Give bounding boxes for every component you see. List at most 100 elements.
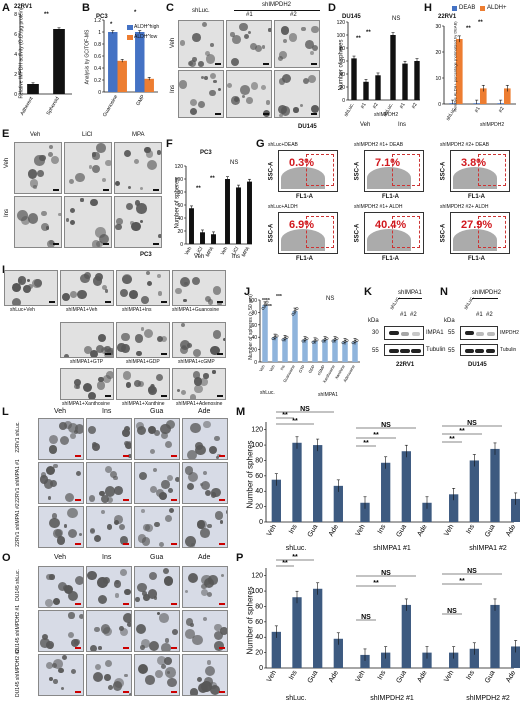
bar <box>312 340 318 362</box>
sphere <box>104 674 111 681</box>
sphere <box>139 219 143 224</box>
sphere <box>159 491 168 500</box>
sphere <box>191 634 203 646</box>
panel-o-col-label: Veh <box>54 554 67 561</box>
y-tick-label: 0 <box>180 242 183 248</box>
sphere <box>113 580 122 588</box>
sphere <box>41 222 50 231</box>
sig-mark: ** <box>282 560 288 567</box>
y-tick-label: 40 <box>251 335 257 341</box>
sphere <box>148 572 157 581</box>
sphere <box>39 475 49 484</box>
sphere <box>179 339 190 350</box>
scale-bar <box>123 455 129 457</box>
band <box>476 332 484 336</box>
sphere <box>200 588 209 597</box>
sphere <box>46 573 53 581</box>
data-point <box>293 309 297 313</box>
sphere <box>134 334 144 343</box>
panel-h-group-label: shIMPDH2 <box>480 122 505 128</box>
micrograph <box>38 610 84 652</box>
y-tick-label: 80 <box>339 46 345 52</box>
panel-a-sig: ** <box>44 12 49 18</box>
sphere <box>209 681 217 690</box>
bar <box>53 29 65 94</box>
sphere <box>58 667 64 674</box>
sphere <box>97 376 104 383</box>
scale-bar <box>217 395 223 397</box>
sphere <box>91 240 101 247</box>
data-point <box>305 337 309 341</box>
event-cloud <box>453 229 497 251</box>
data-point <box>261 306 265 310</box>
sphere <box>117 343 126 352</box>
sphere <box>204 295 212 303</box>
sphere <box>70 207 76 214</box>
scale-bar <box>75 499 81 501</box>
micrograph <box>182 566 228 608</box>
panel-c-header-1: #1 <box>246 12 253 18</box>
panel-letter-p: P <box>236 552 244 564</box>
bar <box>292 597 302 668</box>
sphere <box>188 59 197 67</box>
data-point <box>321 339 325 343</box>
sphere <box>190 107 197 115</box>
micrograph <box>38 418 84 460</box>
data-point <box>315 338 319 342</box>
sphere <box>250 81 259 90</box>
sphere <box>164 638 170 643</box>
sphere <box>214 631 224 641</box>
x-tick-label: Adherent <box>19 95 35 116</box>
sphere <box>50 479 58 487</box>
sphere <box>75 470 82 476</box>
scale-bar <box>75 647 81 649</box>
sphere <box>214 436 220 442</box>
sphere <box>214 511 224 521</box>
panel-d-ylabel: Number of spheres <box>338 39 345 91</box>
bar <box>236 187 241 244</box>
sphere <box>164 440 173 449</box>
sphere <box>198 101 205 108</box>
sphere <box>230 32 235 37</box>
panel-j-group-shimpa1: shIMPA1 <box>318 392 338 398</box>
gate-percentage: 40.4% <box>375 219 407 231</box>
sphere <box>183 298 187 303</box>
band <box>465 331 474 335</box>
sphere <box>114 486 123 495</box>
x-tick-label: #2 <box>498 106 506 114</box>
sphere <box>136 350 142 357</box>
bar <box>381 462 391 522</box>
y-tick-label: 20 <box>251 348 257 354</box>
panel-j-group-shluc: shLuc. <box>260 390 275 396</box>
sphere <box>147 589 158 599</box>
band <box>389 349 399 353</box>
micrograph <box>64 142 112 194</box>
panel-k-marker-55: 55 <box>372 348 379 354</box>
scale-bar <box>311 63 317 65</box>
sphere <box>114 519 120 525</box>
sphere <box>147 385 156 393</box>
panel-letter-l: L <box>2 406 9 418</box>
sphere <box>124 588 131 596</box>
flow-plot: 40.4% <box>364 212 424 254</box>
sphere <box>181 323 186 328</box>
x-tick-label: Ade <box>505 523 517 537</box>
sphere <box>172 629 179 635</box>
band <box>411 349 421 353</box>
sphere <box>47 152 53 157</box>
bar <box>342 341 348 362</box>
sphere <box>92 671 104 683</box>
micrograph <box>134 418 180 460</box>
sphere <box>83 346 92 355</box>
x-tick-label: Ins <box>377 523 388 535</box>
legend-swatch-high <box>127 25 133 30</box>
x-tick-label: GDP <box>307 364 316 374</box>
sphere <box>41 633 48 640</box>
bar <box>401 451 411 522</box>
micrograph <box>60 270 114 306</box>
sphere <box>146 280 153 287</box>
sphere <box>200 378 208 386</box>
sphere <box>73 379 81 387</box>
micrograph <box>38 654 84 696</box>
panel-d-sig-2: ** <box>366 30 371 36</box>
